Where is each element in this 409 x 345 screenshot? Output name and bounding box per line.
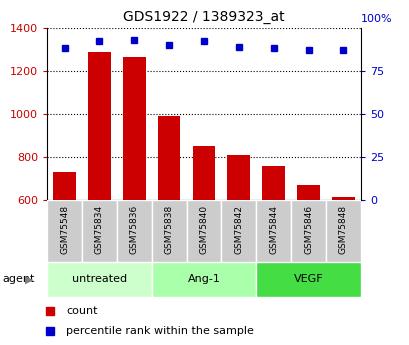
Bar — [297, 185, 319, 200]
Text: ▶: ▶ — [25, 275, 34, 284]
Text: Ang-1: Ang-1 — [187, 275, 220, 284]
Title: GDS1922 / 1389323_at: GDS1922 / 1389323_at — [123, 10, 284, 24]
Text: GSM75848: GSM75848 — [338, 205, 347, 254]
Bar — [186, 200, 221, 262]
Text: GSM75842: GSM75842 — [234, 205, 243, 254]
Bar — [325, 200, 360, 262]
Text: GSM75838: GSM75838 — [164, 205, 173, 254]
Bar — [47, 200, 82, 262]
Text: count: count — [66, 306, 97, 315]
Text: GSM75548: GSM75548 — [60, 205, 69, 254]
Bar — [151, 262, 256, 297]
Bar — [123, 57, 145, 200]
Bar — [262, 166, 284, 200]
Text: GSM75840: GSM75840 — [199, 205, 208, 254]
Text: 100%: 100% — [360, 14, 391, 24]
Bar — [47, 262, 151, 297]
Text: GSM75836: GSM75836 — [130, 205, 138, 254]
Text: untreated: untreated — [72, 275, 127, 284]
Bar — [221, 200, 256, 262]
Text: agent: agent — [2, 275, 34, 284]
Bar — [256, 200, 290, 262]
Bar — [82, 200, 117, 262]
Bar — [227, 155, 249, 200]
Text: GSM75846: GSM75846 — [303, 205, 312, 254]
Text: VEGF: VEGF — [293, 275, 323, 284]
Bar — [117, 200, 151, 262]
Text: percentile rank within the sample: percentile rank within the sample — [66, 326, 253, 336]
Text: GSM75844: GSM75844 — [269, 205, 277, 254]
Bar — [331, 197, 354, 200]
Bar — [290, 200, 325, 262]
Bar — [151, 200, 186, 262]
Bar — [192, 146, 215, 200]
Bar — [256, 262, 360, 297]
Bar — [53, 172, 76, 200]
Bar — [157, 116, 180, 200]
Bar — [88, 52, 110, 200]
Text: GSM75834: GSM75834 — [95, 205, 103, 254]
